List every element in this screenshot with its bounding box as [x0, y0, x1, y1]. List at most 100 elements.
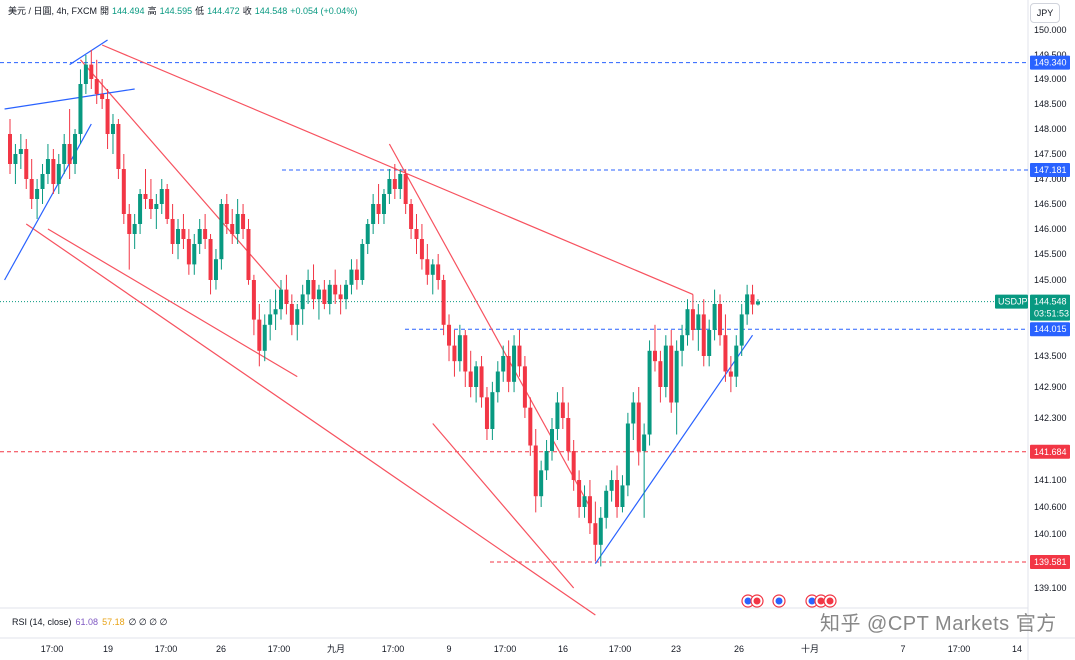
candle: [67, 109, 72, 179]
candle: [555, 392, 560, 440]
candle-body: [338, 294, 343, 300]
candle: [78, 69, 83, 144]
candle: [186, 229, 191, 275]
red-trend-line[interactable]: [80, 59, 282, 290]
candle-body: [604, 490, 609, 518]
candle-body: [474, 366, 479, 387]
candle-body: [192, 244, 197, 265]
candle-body: [279, 289, 283, 310]
candle-body: [598, 517, 603, 545]
candle-body: [224, 204, 229, 224]
us-flag-icon[interactable]: [772, 594, 786, 608]
candle-body: [354, 269, 359, 280]
candle: [208, 234, 213, 295]
candle-body: [105, 99, 110, 134]
candle-body: [398, 174, 403, 189]
candle-body: [522, 366, 527, 408]
candle: [349, 259, 354, 295]
candle: [593, 501, 598, 561]
candle-body: [425, 259, 430, 275]
candle: [13, 144, 18, 184]
candle: [739, 304, 744, 356]
price-level-tag[interactable]: 144.015: [1030, 322, 1070, 337]
open-value: 144.494: [112, 5, 145, 16]
candle-body: [300, 294, 305, 310]
economic-event-markers[interactable]: [741, 594, 837, 608]
blue-trend-line[interactable]: [4, 88, 135, 110]
red-trend-line[interactable]: [25, 223, 596, 616]
current-price-tag[interactable]: USDJPY 144.548 03:51:53: [995, 294, 1070, 321]
candle-body: [587, 496, 592, 524]
y-tick-label: 146.500: [1034, 199, 1067, 209]
candle: [300, 284, 305, 325]
blue-trend-line[interactable]: [69, 39, 108, 66]
y-tick-label: 145.000: [1034, 275, 1067, 285]
x-tick-label: 17:00: [382, 644, 405, 654]
candle-body: [560, 402, 565, 418]
candle-body: [501, 356, 506, 372]
candle-body: [718, 304, 723, 336]
x-tick-label: 17:00: [948, 644, 971, 654]
candle: [409, 199, 414, 239]
candle-body: [289, 304, 294, 325]
candle: [241, 204, 246, 239]
red-trend-line[interactable]: [101, 44, 694, 295]
rsi-legend[interactable]: RSI (14, close) 61.08 57.18 ∅ ∅ ∅ ∅: [12, 617, 167, 628]
us-flag-icon[interactable]: [805, 594, 819, 608]
us-flag-icon[interactable]: [750, 594, 764, 608]
candle: [51, 149, 56, 194]
y-tick-label: 142.900: [1034, 382, 1067, 392]
candle-body: [495, 371, 500, 393]
candle: [718, 294, 723, 346]
candle-body: [696, 314, 701, 330]
candle-body: [268, 314, 273, 325]
candle-body: [371, 204, 376, 224]
red-trend-line[interactable]: [432, 423, 575, 589]
candle-body: [295, 309, 300, 325]
red-trend-line[interactable]: [388, 143, 591, 508]
change-value: +0.054 (+0.04%): [290, 5, 358, 16]
candle: [490, 381, 495, 440]
candle-body: [555, 402, 560, 429]
candle-body: [642, 434, 647, 451]
candle: [484, 387, 489, 440]
candle: [110, 114, 115, 154]
us-flag-icon[interactable]: [823, 594, 837, 608]
candle-body: [550, 429, 554, 451]
price-level-tag[interactable]: 149.340: [1030, 55, 1070, 70]
price-level-tag[interactable]: 141.684: [1030, 444, 1070, 459]
red-trend-line[interactable]: [47, 228, 298, 378]
candle: [685, 299, 690, 346]
candle-body: [674, 350, 679, 403]
price-level-tag[interactable]: 147.181: [1030, 162, 1070, 177]
candle-body: [365, 224, 370, 244]
candle: [273, 289, 278, 330]
x-tick-label: 17:00: [41, 644, 64, 654]
candle: [40, 164, 45, 204]
candle-body: [203, 229, 208, 239]
blue-trend-line[interactable]: [594, 334, 754, 565]
symbol-legend[interactable]: 美元 / 日圓, 4h, FXCM 開 144.494 高 144.595 低 144…: [8, 4, 357, 17]
price-level-value: 149.340: [1034, 58, 1067, 68]
candle-body: [230, 224, 235, 234]
rsi-label[interactable]: RSI (14, close): [12, 617, 72, 627]
candle: [690, 294, 695, 341]
candle-body: [197, 229, 202, 244]
currency-button[interactable]: JPY: [1030, 3, 1060, 23]
candle: [230, 209, 235, 244]
y-tick-label: 148.000: [1034, 124, 1067, 134]
price-level-value: 147.181: [1034, 165, 1067, 175]
low-label: 低: [195, 6, 205, 16]
price-level-tag[interactable]: 139.581: [1030, 555, 1070, 570]
candle: [257, 304, 262, 367]
candle-body: [658, 361, 663, 387]
candle-body: [728, 371, 733, 377]
candle: [566, 402, 571, 461]
candle: [143, 169, 148, 209]
symbol-title[interactable]: 美元 / 日圓, 4h, FXCM: [8, 6, 98, 16]
candle-body: [707, 330, 712, 356]
candle: [371, 194, 376, 234]
candle: [203, 214, 208, 249]
